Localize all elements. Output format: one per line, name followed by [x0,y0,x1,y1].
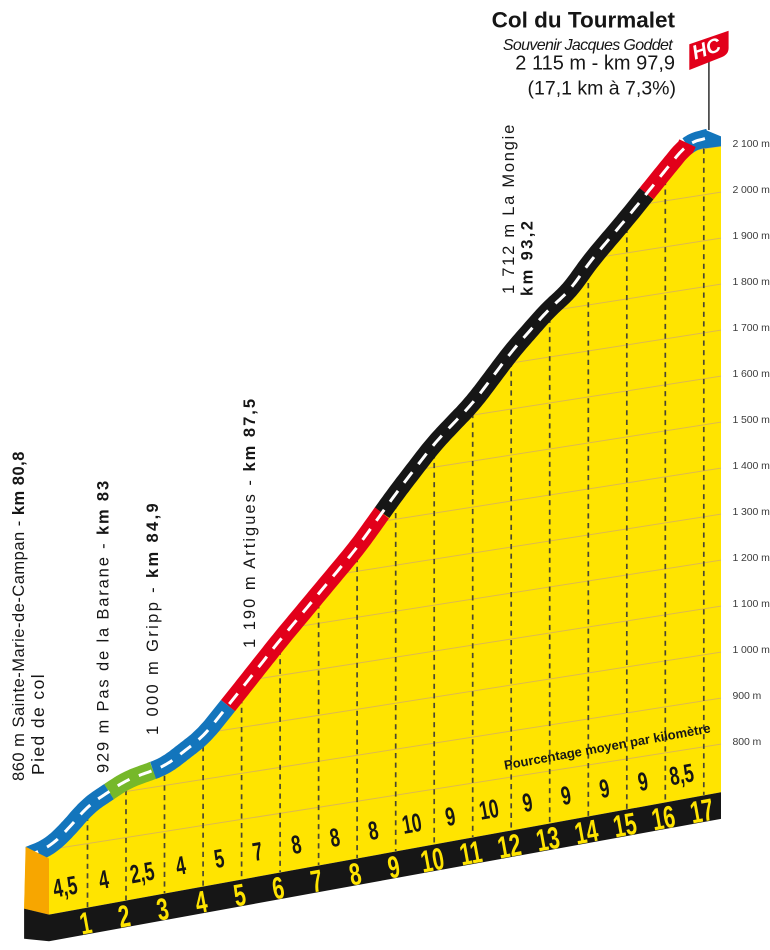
svg-text:1 700 m: 1 700 m [733,322,770,334]
svg-text:Souvenir Jacques Goddet: Souvenir Jacques Goddet [503,37,673,54]
svg-text:2 115 m - km 97,9: 2 115 m - km 97,9 [515,53,675,75]
svg-text:929 m Pas de la Barane - km 83: 929 m Pas de la Barane - km 83 [95,479,113,773]
svg-text:1 900 m: 1 900 m [733,230,770,242]
svg-text:1 000 m Gripp - km 84,9: 1 000 m Gripp - km 84,9 [144,501,162,735]
svg-text:2,5: 2,5 [128,856,157,889]
svg-text:1 000 m: 1 000 m [733,644,770,656]
svg-text:1 400 m: 1 400 m [733,460,770,472]
svg-text:1 600 m: 1 600 m [733,368,770,380]
svg-text:8,5: 8,5 [667,758,696,791]
svg-text:(17,1 km à 7,3%): (17,1 km à 7,3%) [528,78,676,100]
svg-text:1 300 m: 1 300 m [733,506,770,518]
svg-text:1 190 m Artigues - km 87,5: 1 190 m Artigues - km 87,5 [241,397,259,648]
svg-text:1 500 m: 1 500 m [733,414,770,426]
svg-text:1 200 m: 1 200 m [733,552,770,564]
svg-text:Col du Tourmalet: Col du Tourmalet [492,8,676,33]
svg-text:2 100 m: 2 100 m [733,138,770,150]
svg-text:860 m Sainte-Marie-de-Campan -: 860 m Sainte-Marie-de-Campan - km 80,8 [10,451,28,781]
svg-text:1 800 m: 1 800 m [733,276,770,288]
svg-text:km 93,2: km 93,2 [519,219,537,296]
svg-text:Pied de col: Pied de col [28,673,48,775]
svg-text:900 m: 900 m [733,690,762,702]
svg-text:2 000 m: 2 000 m [733,184,770,196]
svg-text:800 m: 800 m [733,736,762,748]
svg-text:1 100 m: 1 100 m [733,598,770,610]
svg-text:4,5: 4,5 [51,870,80,903]
svg-text:1 712 m La Mongie: 1 712 m La Mongie [500,123,518,294]
